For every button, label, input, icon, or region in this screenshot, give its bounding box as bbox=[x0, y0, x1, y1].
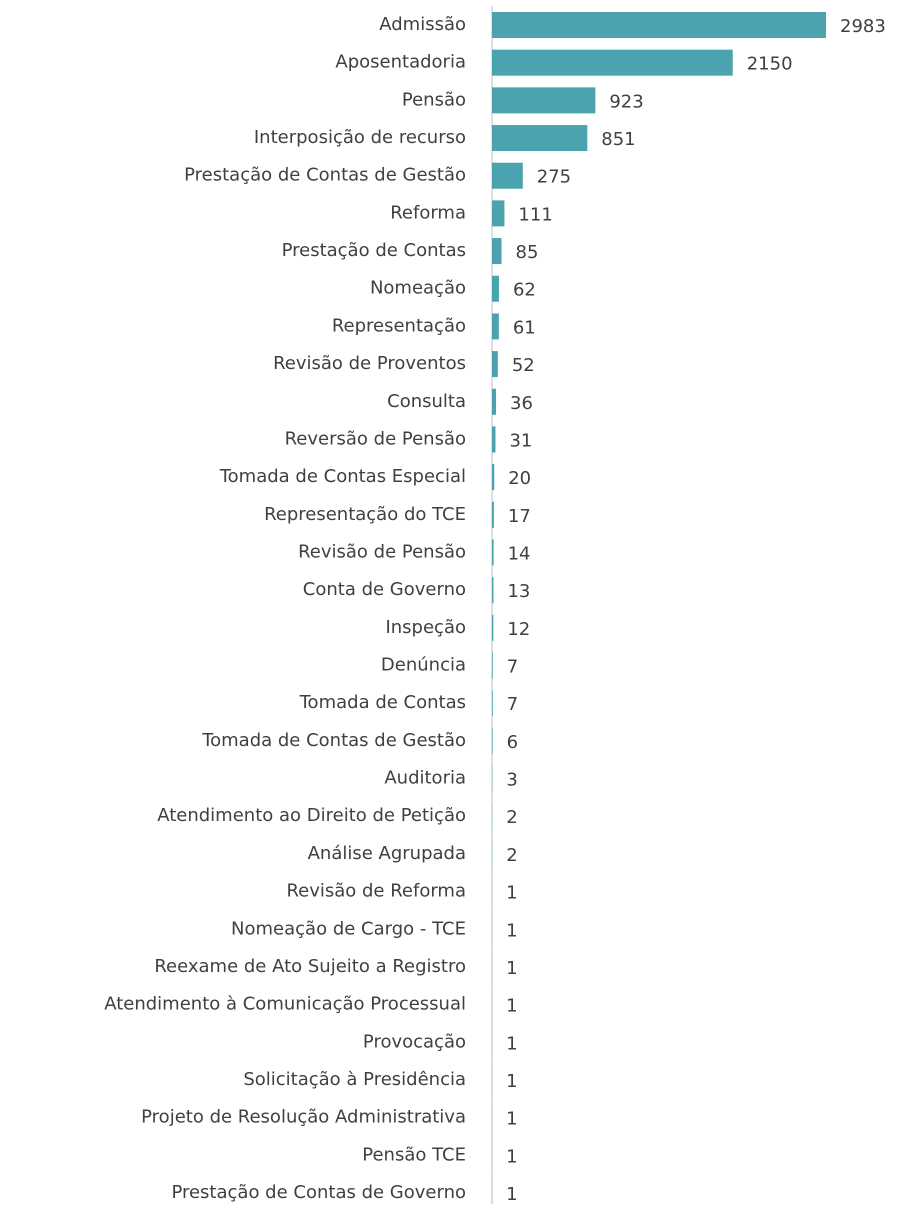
value-label: 12 bbox=[507, 619, 530, 640]
bar bbox=[492, 50, 733, 76]
category-label: Provocação bbox=[363, 1031, 466, 1052]
category-label: Solicitação à Presidência bbox=[243, 1069, 466, 1090]
category-label: Auditoria bbox=[384, 768, 466, 789]
value-label: 851 bbox=[601, 129, 635, 150]
category-label: Revisão de Pensão bbox=[298, 541, 466, 562]
value-label: 2150 bbox=[747, 54, 793, 75]
bar bbox=[492, 690, 493, 716]
value-label: 1 bbox=[506, 1109, 517, 1130]
bar bbox=[492, 200, 504, 226]
value-label: 17 bbox=[508, 506, 531, 527]
category-label: Reforma bbox=[390, 202, 466, 223]
category-label: Tomada de Contas Especial bbox=[219, 466, 466, 487]
value-label: 14 bbox=[508, 543, 531, 564]
value-label: 923 bbox=[609, 91, 643, 112]
category-label: Admissão bbox=[379, 14, 466, 35]
bar bbox=[492, 615, 493, 641]
value-label: 1 bbox=[506, 996, 517, 1017]
value-label: 1 bbox=[506, 1184, 517, 1204]
category-label: Projeto de Resolução Administrativa bbox=[141, 1107, 466, 1128]
bar bbox=[492, 426, 495, 452]
category-label: Pensão TCE bbox=[362, 1144, 466, 1165]
category-label: Prestação de Contas bbox=[282, 240, 466, 261]
bar bbox=[492, 728, 493, 754]
value-label: 1 bbox=[506, 958, 517, 979]
bar bbox=[492, 87, 595, 113]
value-label: 1 bbox=[506, 883, 517, 904]
value-label: 85 bbox=[516, 242, 539, 263]
category-label: Nomeação de Cargo - TCE bbox=[231, 918, 466, 939]
category-label: Inspeção bbox=[385, 617, 466, 638]
bar bbox=[492, 577, 493, 603]
value-label: 52 bbox=[512, 355, 535, 376]
value-label: 6 bbox=[507, 732, 518, 753]
bar bbox=[492, 539, 494, 565]
category-label: Representação bbox=[332, 315, 466, 336]
value-label: 7 bbox=[507, 657, 518, 678]
category-label: Análise Agrupada bbox=[308, 843, 466, 864]
category-label: Reexame de Ato Sujeito a Registro bbox=[154, 956, 466, 977]
category-label: Atendimento à Comunicação Processual bbox=[104, 994, 466, 1015]
bar bbox=[492, 276, 499, 302]
category-label: Revisão de Reforma bbox=[286, 881, 466, 902]
value-label: 36 bbox=[510, 393, 533, 414]
category-label: Consulta bbox=[387, 391, 466, 412]
bar bbox=[492, 502, 494, 528]
category-label: Tomada de Contas bbox=[299, 692, 466, 713]
value-label: 2 bbox=[506, 845, 517, 866]
value-label: 1 bbox=[506, 1033, 517, 1054]
value-label: 1 bbox=[506, 1071, 517, 1092]
value-label: 1 bbox=[506, 920, 517, 941]
value-label: 13 bbox=[507, 581, 530, 602]
category-label: Conta de Governo bbox=[303, 579, 466, 600]
bar bbox=[492, 653, 493, 679]
category-label: Revisão de Proventos bbox=[273, 353, 466, 374]
value-label: 7 bbox=[507, 694, 518, 715]
category-label: Representação do TCE bbox=[264, 504, 466, 525]
value-label: 31 bbox=[509, 430, 532, 451]
bar bbox=[492, 313, 499, 339]
bar bbox=[492, 12, 826, 38]
value-label: 275 bbox=[537, 167, 571, 188]
category-label: Interposição de recurso bbox=[254, 127, 466, 148]
category-label: Denúncia bbox=[381, 655, 466, 676]
value-label: 111 bbox=[518, 204, 552, 225]
value-label: 62 bbox=[513, 280, 536, 301]
category-label: Aposentadoria bbox=[335, 52, 466, 73]
value-label: 61 bbox=[513, 317, 536, 338]
bar bbox=[492, 389, 496, 415]
category-label: Prestação de Contas de Governo bbox=[171, 1182, 466, 1203]
category-label: Reversão de Pensão bbox=[285, 428, 466, 449]
category-label: Tomada de Contas de Gestão bbox=[201, 730, 466, 751]
value-label: 20 bbox=[508, 468, 531, 489]
category-label: Prestação de Contas de Gestão bbox=[184, 165, 466, 186]
value-label: 3 bbox=[506, 770, 517, 791]
bar bbox=[492, 464, 494, 490]
bar bbox=[492, 163, 523, 189]
category-label: Atendimento ao Direito de Petição bbox=[157, 805, 466, 826]
bar bbox=[492, 238, 502, 264]
bar bbox=[492, 125, 587, 151]
value-label: 1 bbox=[506, 1146, 517, 1167]
category-label: Pensão bbox=[402, 89, 466, 110]
value-label: 2983 bbox=[840, 16, 886, 37]
value-label: 2 bbox=[506, 807, 517, 828]
bar bbox=[492, 351, 498, 377]
category-label: Nomeação bbox=[370, 278, 466, 299]
